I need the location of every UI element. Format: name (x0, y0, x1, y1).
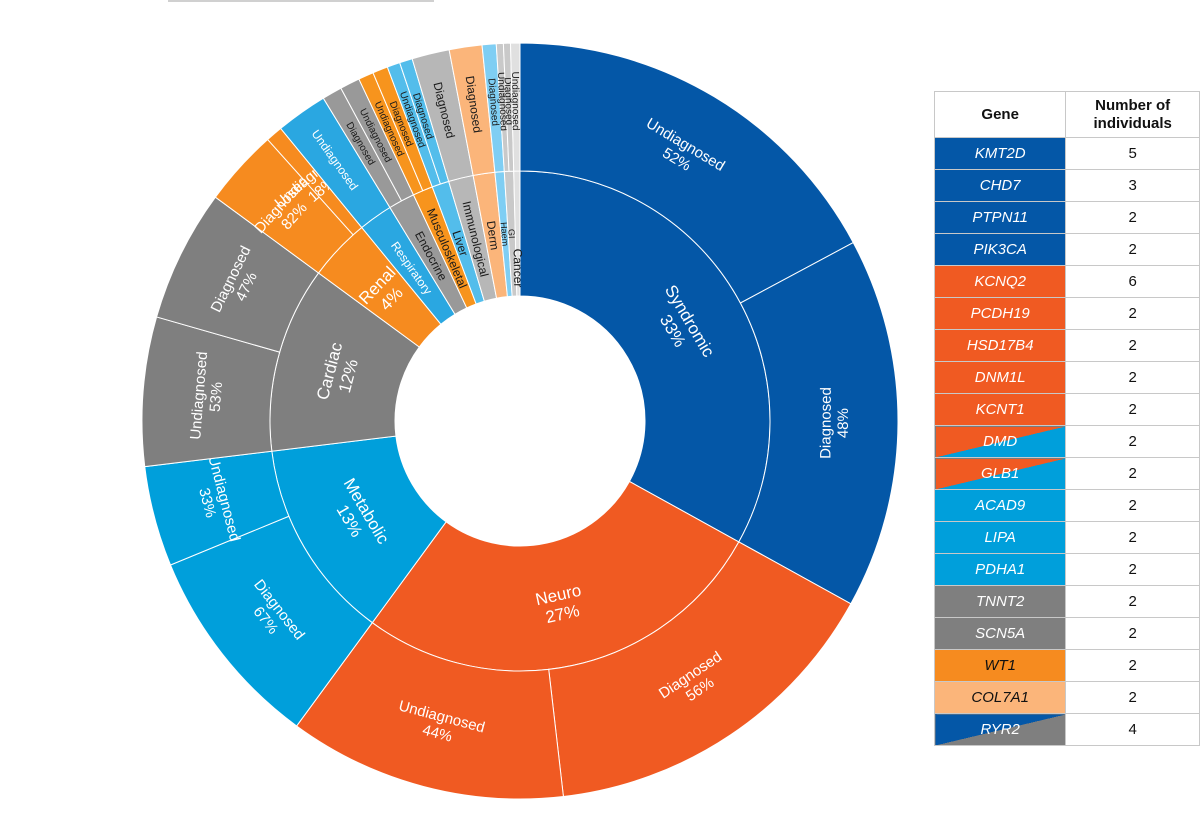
gene-cell: COL7A1 (933, 681, 1067, 714)
table-row: DMD 2 (933, 425, 1200, 458)
sub-segment-syndromic (519, 42, 854, 304)
table-row: CHD7 3 (933, 169, 1200, 202)
table-row: KCNT1 2 (933, 393, 1200, 426)
header-count-label: Number of individuals (1093, 96, 1172, 132)
gene-cell: KCNQ2 (933, 265, 1067, 298)
label-line: Diagnosed (485, 78, 500, 127)
count-cell: 2 (1065, 617, 1200, 650)
label-line: Undiagnosed (187, 351, 211, 440)
count-cell: 2 (1065, 585, 1200, 618)
count-cell: 2 (1065, 201, 1200, 234)
label-line: 53% (207, 381, 226, 412)
table-row: ACAD9 2 (933, 489, 1200, 522)
table-row: KMT2D 5 (933, 137, 1200, 170)
table-row: PDHA1 2 (933, 553, 1200, 586)
count-cell: 2 (1065, 681, 1200, 714)
category-label-cancer: Cancer (511, 249, 525, 288)
sub-label-cancer: Undiagnosed (509, 72, 521, 131)
gene-cell: ACAD9 (933, 489, 1067, 522)
gene-cell: KCNT1 (933, 393, 1067, 426)
top-divider-line (168, 0, 434, 2)
gene-cell: LIPA (933, 521, 1067, 554)
header-gene: Gene (933, 91, 1067, 138)
label-line: Diagnosed (502, 77, 515, 125)
gene-table: Gene Number of individuals KMT2D 5 CHD7 3 PT… (933, 91, 1200, 746)
count-cell: 2 (1065, 361, 1200, 394)
label-line: Derm (484, 220, 502, 251)
gene-cell: KMT2D (933, 137, 1067, 170)
count-cell: 5 (1065, 137, 1200, 170)
sub-label-haem: Diagnosed (485, 78, 500, 127)
table-row: SCN5A 2 (933, 617, 1200, 650)
sub-segment-syndromic (738, 241, 899, 605)
count-cell: 2 (1065, 329, 1200, 362)
category-label-derm: Derm (484, 220, 502, 251)
table-row: PTPN11 2 (933, 201, 1200, 234)
gene-cell: HSD17B4 (933, 329, 1067, 362)
gene-cell: DMD (933, 425, 1067, 458)
gene-cell: TNNT2 (933, 585, 1067, 618)
count-cell: 2 (1065, 425, 1200, 458)
count-cell: 2 (1065, 521, 1200, 554)
table-row: RYR2 4 (933, 713, 1200, 746)
count-cell: 4 (1065, 713, 1200, 746)
header-number-of-individuals: Number of individuals (1065, 91, 1200, 138)
count-cell: 6 (1065, 265, 1200, 298)
sunburst-chart: Syndromic33%Undiagnosed52%Diagnosed48%Ne… (141, 42, 899, 800)
gene-cell: PIK3CA (933, 233, 1067, 266)
category-label-neuro: Neuro27% (534, 581, 588, 629)
table-row: KCNQ2 6 (933, 265, 1200, 298)
gene-cell: CHD7 (933, 169, 1067, 202)
label-line: 48% (835, 408, 852, 438)
label-line: Undiagnosed (509, 72, 521, 131)
label-line: Haem (499, 222, 511, 247)
label-line: Diagnosed (817, 387, 834, 459)
table-header-row: Gene Number of individuals (933, 91, 1200, 138)
count-cell: 2 (1065, 649, 1200, 682)
label-line: GI (506, 229, 516, 239)
count-cell: 2 (1065, 457, 1200, 490)
gene-cell: PDHA1 (933, 553, 1067, 586)
table-row: WT1 2 (933, 649, 1200, 682)
gene-cell: PTPN11 (933, 201, 1067, 234)
category-label-haem: Haem (499, 222, 511, 247)
sub-segment-cancer (509, 42, 521, 172)
table-row: PCDH19 2 (933, 297, 1200, 330)
gene-cell: SCN5A (933, 617, 1067, 650)
table-row: GLB1 2 (933, 457, 1200, 490)
gene-cell: RYR2 (933, 713, 1067, 746)
table-row: PIK3CA 2 (933, 233, 1200, 266)
table-row: LIPA 2 (933, 521, 1200, 554)
gene-cell: DNM1L (933, 361, 1067, 394)
count-cell: 2 (1065, 489, 1200, 522)
sub-label-syndromic: Diagnosed48% (817, 387, 852, 459)
category-label-gi: GI (506, 229, 516, 239)
sub-label-gi: Diagnosed (502, 77, 515, 125)
table-row: TNNT2 2 (933, 585, 1200, 618)
gene-cell: PCDH19 (933, 297, 1067, 330)
label-line: Cancer (511, 249, 525, 288)
count-cell: 2 (1065, 553, 1200, 586)
count-cell: 3 (1065, 169, 1200, 202)
count-cell: 2 (1065, 297, 1200, 330)
count-cell: 2 (1065, 233, 1200, 266)
table-row: HSD17B4 2 (933, 329, 1200, 362)
gene-cell: WT1 (933, 649, 1067, 682)
gene-cell: GLB1 (933, 457, 1067, 490)
table-row: COL7A1 2 (933, 681, 1200, 714)
sub-label-cardiac: Undiagnosed53% (187, 351, 228, 442)
count-cell: 2 (1065, 393, 1200, 426)
table-row: DNM1L 2 (933, 361, 1200, 394)
